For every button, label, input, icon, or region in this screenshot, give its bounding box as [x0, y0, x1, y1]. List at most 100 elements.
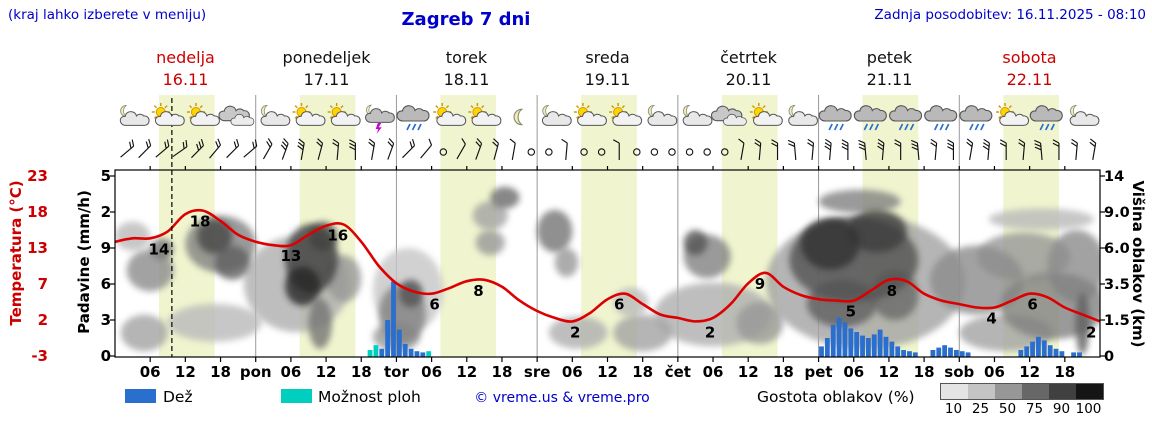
wind-barb-icon	[332, 138, 340, 161]
wind-barb-icon	[841, 139, 849, 160]
rain-icon	[853, 105, 887, 131]
page-title: Zagreb 7 dni	[401, 9, 531, 30]
svg-text:3: 3	[101, 311, 111, 329]
day-name: nedelja	[156, 48, 215, 67]
svg-text:6: 6	[1027, 296, 1037, 314]
svg-text:14: 14	[149, 240, 170, 258]
svg-text:6.0: 6.0	[1104, 241, 1130, 257]
svg-text:0: 0	[1104, 349, 1114, 365]
wind-barb-icon	[387, 138, 395, 160]
sun-cloud-icon	[433, 103, 467, 126]
day-name: sobota	[1002, 48, 1057, 67]
sun-cloud-icon	[327, 103, 361, 126]
wind-barb-icon	[894, 139, 902, 160]
rain-icon	[1029, 105, 1063, 131]
wind-barb-icon	[947, 139, 954, 160]
svg-text:12: 12	[456, 363, 477, 381]
svg-text:23: 23	[27, 167, 48, 185]
wind-barb-icon	[280, 138, 289, 160]
svg-text:3.5: 3.5	[1104, 277, 1130, 293]
svg-text:8: 8	[473, 282, 483, 300]
temp-axis-title: Temperatura (°C)	[7, 180, 25, 326]
svg-text:7: 7	[38, 275, 48, 293]
day-header-sobota: sobota 22.11	[959, 48, 1100, 89]
svg-text:9: 9	[101, 239, 111, 257]
wind-barb-icon	[771, 139, 779, 160]
precip-axis-title: Padavine (mm/h)	[75, 190, 93, 334]
wind-barb-icon	[262, 138, 273, 160]
rain-icon	[959, 105, 993, 131]
last-updated-text: Zadnja posodobitev: 16.11.2025 - 08:10	[874, 7, 1146, 23]
legend-showers-swatch	[281, 389, 312, 403]
wind-barb-icon	[155, 139, 170, 158]
wind-barb-icon	[172, 140, 188, 158]
temperature-value-labels: 14 18 13 16 6 8 2 6 2 9 5 8 4 6 2	[149, 213, 1097, 342]
wind-barb-icon	[120, 139, 135, 158]
wind-barb-icon	[243, 139, 258, 158]
cloud-moon-icon	[541, 104, 572, 126]
cloud-density-label: Gostota oblakov (%)	[757, 388, 915, 406]
svg-text:12: 12	[878, 363, 899, 381]
copyright-link[interactable]: © vreme.us & vreme.pro	[474, 390, 650, 406]
density-tick-label: 100	[1075, 401, 1102, 417]
svg-text:6: 6	[614, 296, 624, 314]
density-swatch	[1022, 384, 1049, 399]
wind-barb-icon	[456, 138, 466, 160]
wind-barb-icon	[612, 139, 620, 160]
svg-text:18: 18	[492, 363, 513, 381]
temperature-line	[115, 208, 1100, 323]
cloud-moon-icon	[682, 104, 713, 126]
weather-icons-row	[119, 103, 1100, 135]
sun-cloud-icon	[292, 103, 326, 126]
wind-barb-icon	[824, 138, 832, 161]
wind-barb-icon	[858, 139, 867, 161]
svg-text:2: 2	[705, 323, 715, 341]
rain-icon	[924, 105, 958, 131]
svg-text:18: 18	[632, 363, 653, 381]
day-header-nedelja: nedelja 16.11	[115, 48, 256, 89]
svg-text:18: 18	[27, 203, 48, 221]
cloud-axis-title: Višina oblakov (km)	[1129, 180, 1147, 348]
svg-text:čet: čet	[665, 363, 691, 381]
sun-cloud-icon	[749, 103, 783, 126]
svg-text:12: 12	[175, 363, 196, 381]
wind-barb-icon	[1052, 139, 1060, 160]
svg-text:06: 06	[843, 363, 864, 381]
day-date: 18.11	[443, 70, 490, 89]
calm-wind-icon	[633, 148, 641, 156]
svg-text:18: 18	[190, 213, 211, 231]
wind-barb-icon	[982, 138, 990, 161]
density-swatch	[1076, 384, 1103, 399]
legend-rain-label: Dež	[163, 388, 193, 406]
calm-wind-icon	[685, 148, 694, 156]
svg-text:2: 2	[570, 323, 580, 341]
svg-text:pon: pon	[240, 363, 272, 381]
svg-text:14: 14	[1104, 169, 1124, 185]
rain-icon	[396, 105, 430, 131]
sun-cloud-icon	[609, 103, 643, 126]
wind-barb-icon	[1089, 138, 1097, 160]
moon-icon	[513, 108, 524, 126]
cloud-moon-icon	[788, 104, 818, 126]
wind-barb-icon	[191, 138, 204, 159]
calm-wind-icon	[703, 148, 711, 156]
density-tick-label: 10	[944, 401, 963, 417]
storm-moon-icon	[365, 104, 395, 135]
svg-text:tor: tor	[384, 363, 409, 381]
svg-text:5: 5	[846, 303, 856, 321]
wind-barb-icon	[966, 138, 974, 160]
day-date: 17.11	[303, 70, 350, 89]
svg-text:12: 12	[597, 363, 618, 381]
svg-text:sre: sre	[524, 363, 551, 381]
wind-barb-icon	[316, 138, 324, 160]
wind-barb-icon	[561, 138, 568, 161]
wind-barb-icon	[1071, 138, 1078, 161]
day-date: 16.11	[162, 70, 209, 89]
svg-text:16: 16	[327, 226, 348, 244]
day-name: četrtek	[720, 48, 777, 67]
cloud-moon-icon	[1069, 104, 1100, 126]
svg-text:2: 2	[1086, 323, 1096, 341]
wind-barb-icon	[349, 139, 356, 160]
wind-barbs-row	[120, 138, 1097, 161]
